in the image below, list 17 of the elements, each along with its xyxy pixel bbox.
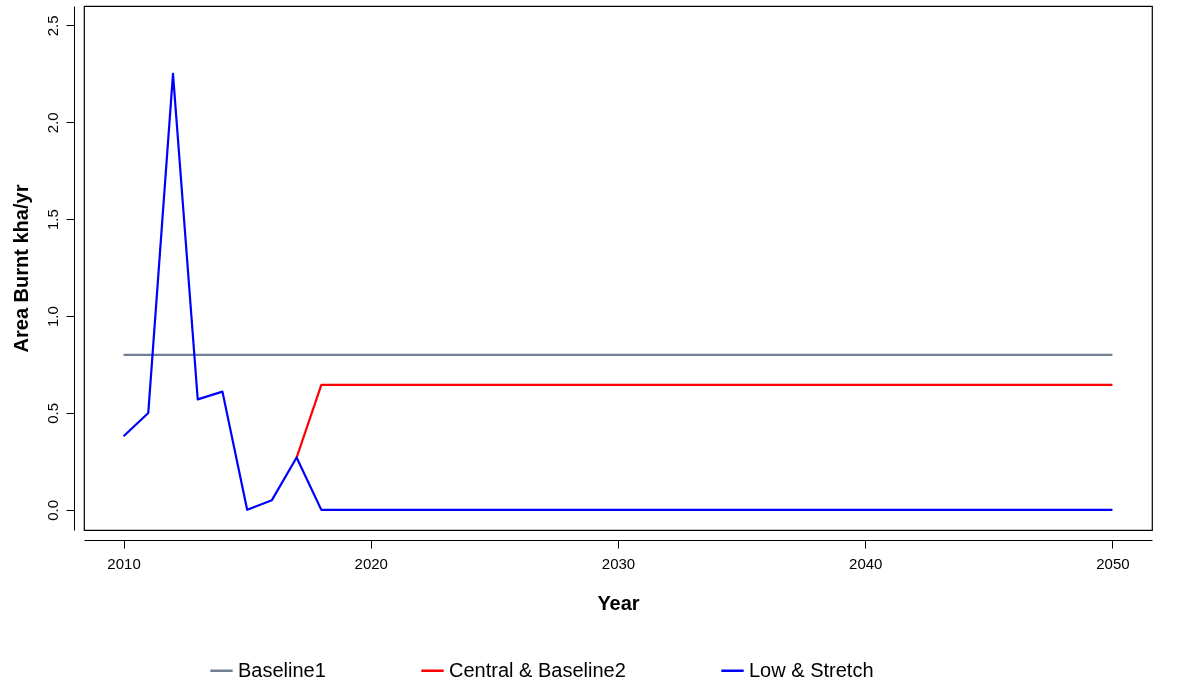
y-axis-title: Area Burnt kha/yr [9,184,32,353]
x-tick-label: 2030 [601,554,636,572]
x-tick-label: 2010 [107,554,141,572]
y-tick-label: 1.0 [43,306,61,327]
x-tick-label: 2020 [354,554,388,572]
x-tick-label: 2040 [849,554,883,572]
legend-label: Low & Stretch [749,658,874,681]
legend-label: Baseline1 [238,658,326,681]
x-tick-label: 2050 [1096,554,1130,572]
y-tick-label: 1.5 [43,209,61,231]
line-series [122,72,1114,511]
y-tick-label: 0.5 [43,403,61,424]
legend-label: Central & Baseline2 [449,658,626,681]
y-tick-label: 2.0 [43,112,61,134]
y-tick-label: 0.0 [43,499,61,521]
y-tick-label: 2.5 [43,15,61,37]
x-axis-title: Year [597,591,640,614]
